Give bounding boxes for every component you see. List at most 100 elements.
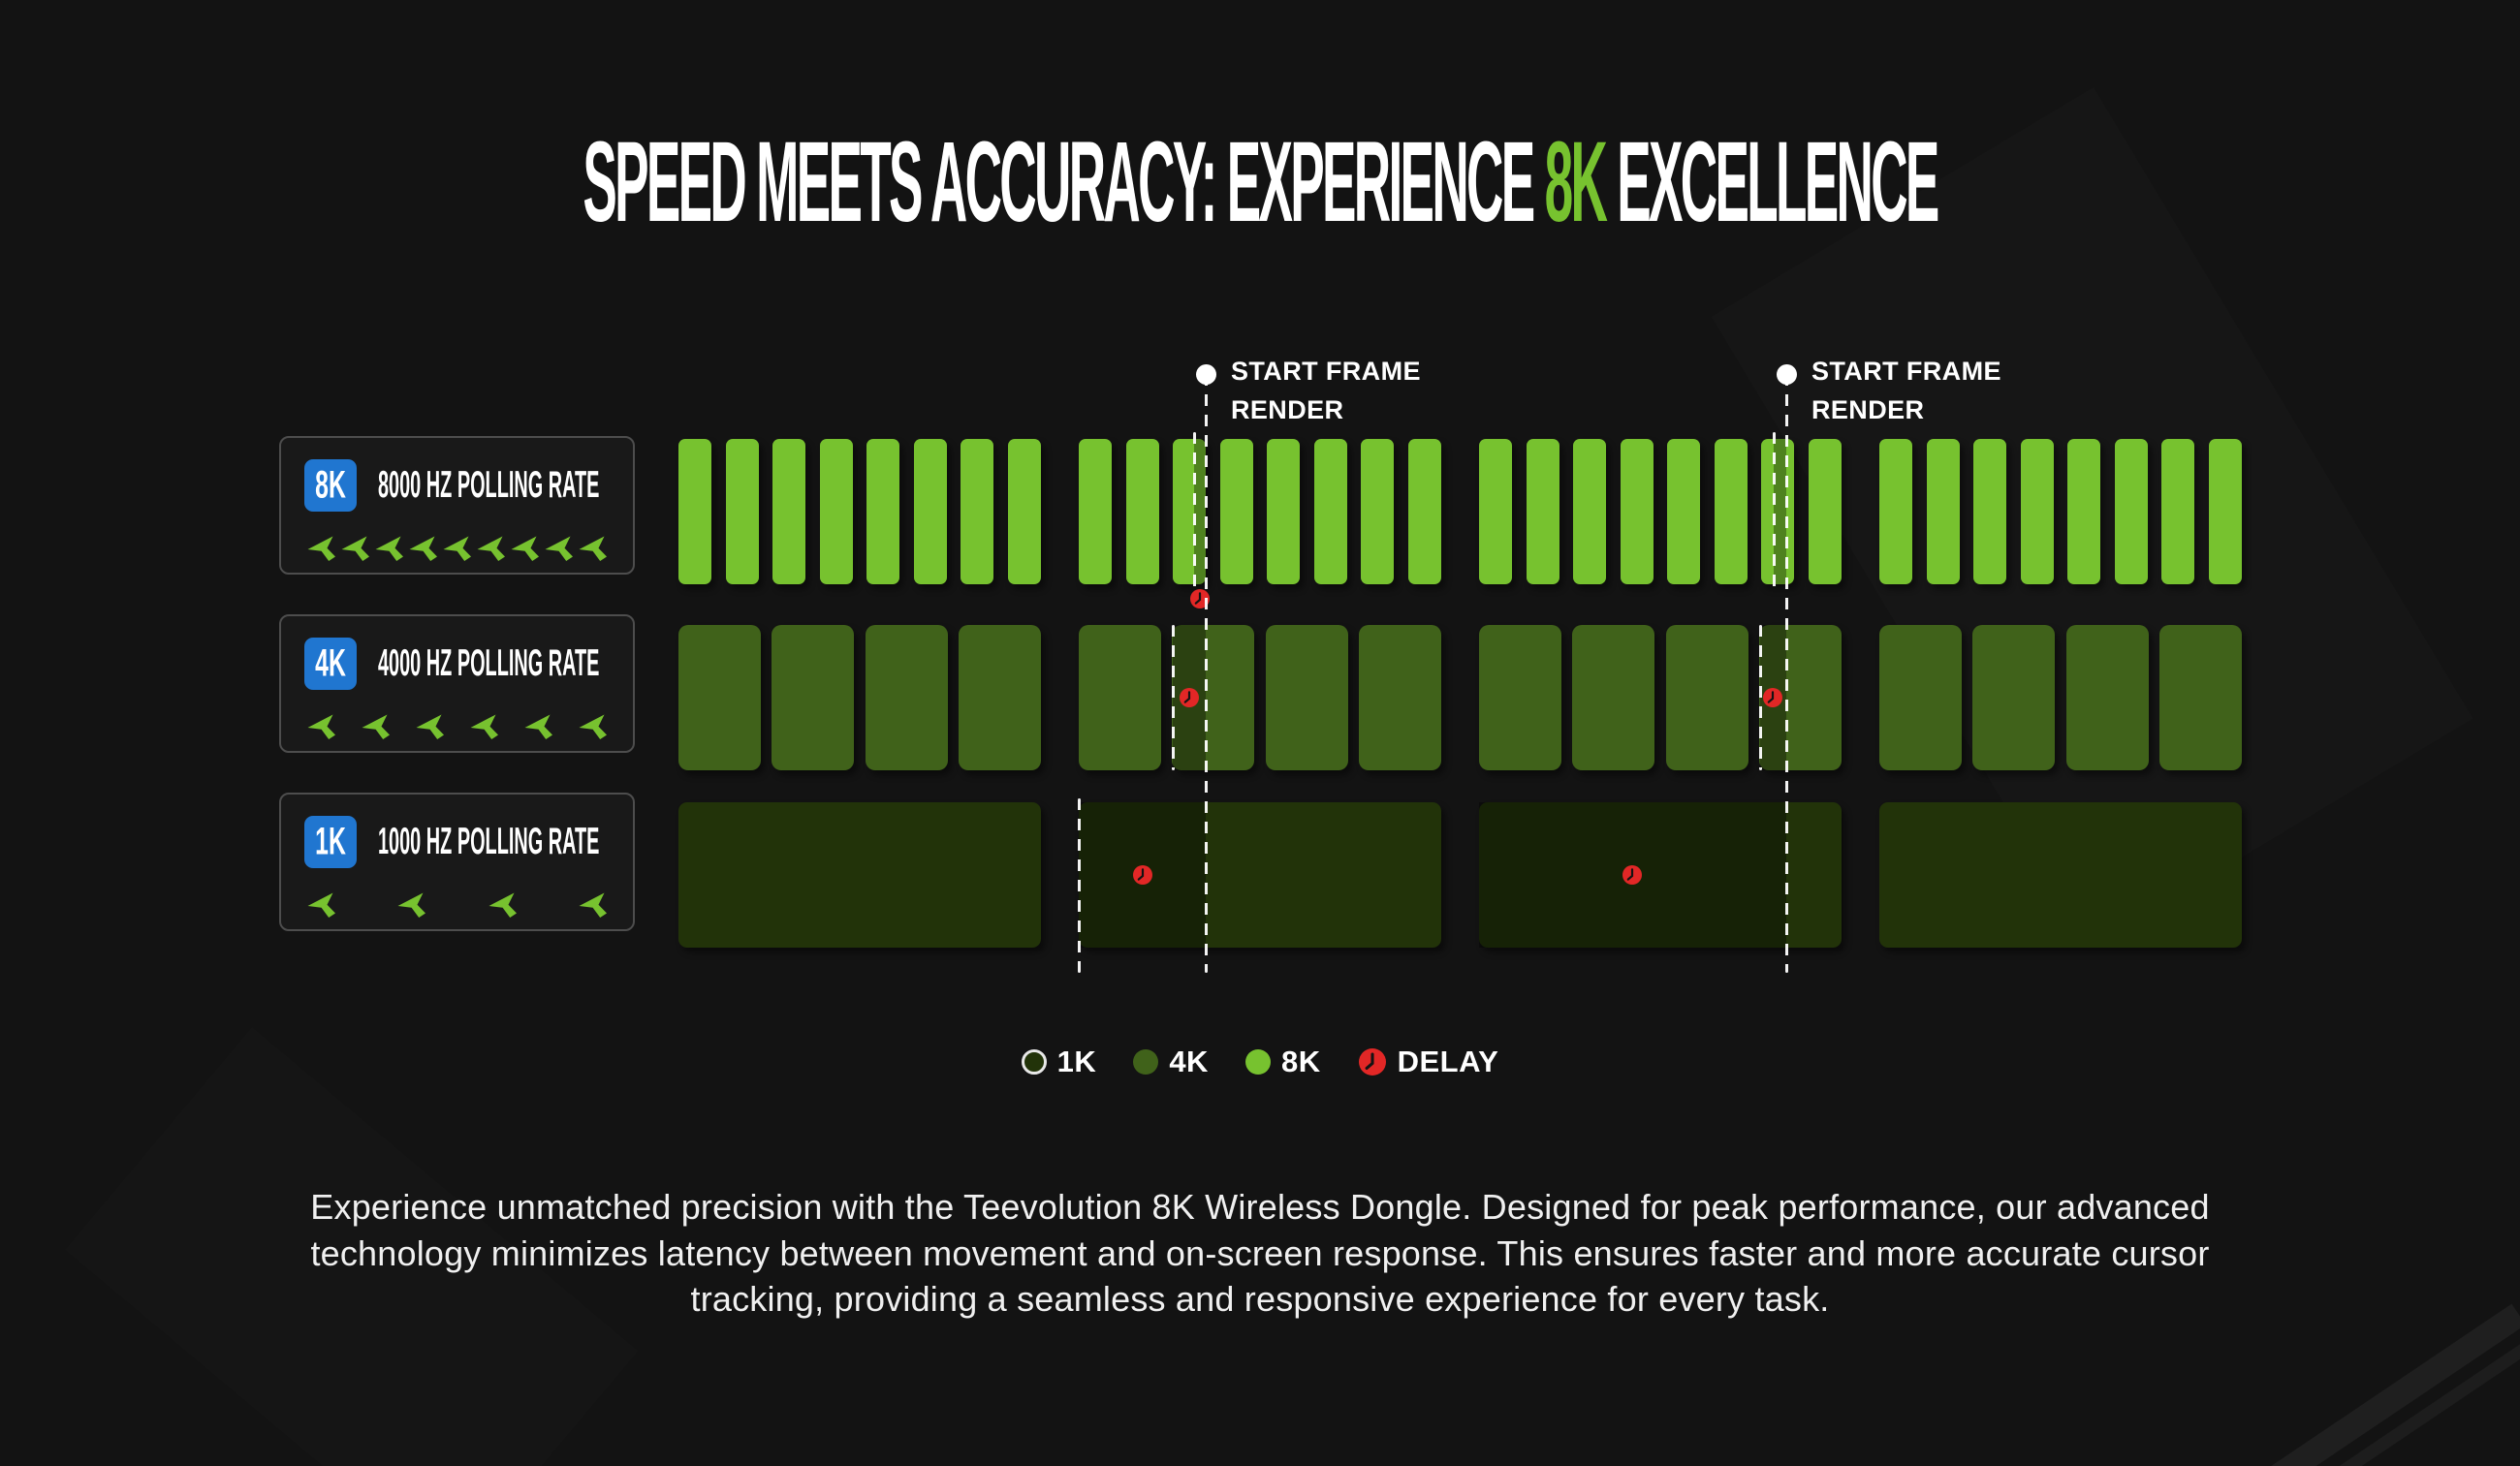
delay-clock-icon — [1133, 865, 1152, 885]
legend-swatch-4k — [1133, 1049, 1159, 1075]
cursor-arrow-icon — [306, 891, 336, 919]
delay-clock-icon — [1190, 589, 1210, 608]
cursor-arrow-icon — [477, 536, 505, 561]
polling-bar-8k — [2209, 439, 2242, 584]
polling-bar-8k — [2067, 439, 2101, 584]
title-text-highlight: 8K — [1544, 118, 1608, 246]
polling-bar-8k — [678, 439, 711, 584]
cursor-arrow-icon — [523, 713, 553, 740]
polling-bar-8k — [1926, 439, 1960, 584]
polling-bar-4k — [1265, 625, 1348, 770]
cursor-arrow-icon — [488, 892, 517, 918]
polling-bar-8k — [913, 439, 947, 584]
rate-label-8k: 8000 HZ POLLING RATE — [378, 459, 617, 512]
polling-bar-8k — [1573, 439, 1607, 584]
poll-arrows-row — [306, 888, 608, 922]
cursor-arrow-icon — [374, 535, 404, 562]
cursor-arrow-icon — [307, 536, 335, 561]
polling-bar-8k — [1361, 439, 1395, 584]
polling-bar-4k — [1479, 625, 1561, 770]
cursor-arrow-icon — [397, 892, 426, 918]
cursor-arrow-icon — [579, 714, 607, 739]
cursor-arrow-icon — [545, 536, 573, 561]
polling-bar-4k — [1079, 625, 1161, 770]
cursor-arrow-icon — [409, 536, 437, 561]
delay-clock-icon — [1622, 864, 1643, 890]
cursor-arrow-icon — [578, 713, 608, 740]
delay-overlay-8k — [1194, 439, 1206, 584]
cursor-arrow-icon — [524, 714, 552, 739]
cursor-arrow-icon — [362, 714, 390, 739]
cursor-arrow-icon — [476, 535, 506, 562]
polling-bar-8k — [1809, 439, 1842, 584]
polling-bar-8k — [1761, 439, 1795, 584]
polling-bar-8k — [1879, 439, 1912, 584]
polling-bar-8k — [1008, 439, 1041, 584]
cursor-arrow-icon — [511, 536, 539, 561]
delay-clock-icon — [1762, 687, 1783, 713]
cursor-arrow-icon — [408, 535, 438, 562]
cursor-arrow-icon — [306, 713, 336, 740]
polling-bar-8k — [961, 439, 994, 584]
legend-swatch-1k — [1021, 1049, 1047, 1075]
cursor-arrow-icon — [579, 536, 607, 561]
frame-render-bullet-icon — [1776, 363, 1797, 385]
polling-bar-8k — [2114, 439, 2148, 584]
polling-bar-4k — [1572, 625, 1655, 770]
rate-box-4k: 4K 4000 HZ POLLING RATE — [279, 614, 635, 753]
cursor-arrow-icon — [579, 892, 607, 918]
legend-label: 8K — [1280, 1045, 1321, 1078]
delay-clock-icon — [1180, 688, 1199, 707]
legend-delay-clock-icon — [1358, 1048, 1386, 1076]
polling-bar-8k — [1408, 439, 1441, 584]
cursor-arrow-icon — [578, 891, 608, 919]
polling-bar-8k — [1219, 439, 1253, 584]
cursor-arrow-icon — [307, 892, 335, 918]
legend-swatch-8k — [1244, 1049, 1271, 1075]
background-chevron — [2142, 1303, 2520, 1466]
cursor-arrow-icon — [544, 535, 574, 562]
legend-item-1k: 1K — [1021, 1045, 1097, 1079]
frame-render-line — [1204, 374, 1208, 973]
rate-badge-text: 4K — [315, 641, 346, 685]
polling-bar-8k — [1125, 439, 1159, 584]
poll-tick-line-4k — [1171, 625, 1175, 770]
polling-bar-8k — [2161, 439, 2195, 584]
polling-bar-4k — [1359, 625, 1441, 770]
title-text-post: EXCELLENCE — [1605, 118, 1939, 246]
legend-label: DELAY — [1397, 1045, 1499, 1078]
polling-bar-4k — [772, 625, 855, 770]
polling-bar-8k — [1973, 439, 2007, 584]
polling-bar-1k — [678, 802, 1041, 948]
polling-bar-8k — [1313, 439, 1347, 584]
description-text: Experience unmatched precision with the … — [310, 1187, 2210, 1319]
rate-label-4k: 4000 HZ POLLING RATE — [378, 638, 617, 690]
polling-bar-8k — [866, 439, 900, 584]
polling-bar-8k — [1526, 439, 1559, 584]
polling-bar-8k — [1267, 439, 1301, 584]
cursor-arrow-icon — [443, 536, 471, 561]
polling-bar-8k — [1079, 439, 1112, 584]
legend-item-8k: 8K — [1244, 1045, 1321, 1079]
legend-item-4k: 4K — [1133, 1045, 1209, 1079]
frame-render-line — [1784, 374, 1788, 973]
polling-bar-4k — [2159, 625, 2242, 770]
cursor-arrow-icon — [361, 713, 391, 740]
cursor-arrow-icon — [375, 536, 403, 561]
rate-box-1k: 1K 1000 HZ POLLING RATE — [279, 793, 635, 931]
cursor-arrow-icon — [396, 891, 426, 919]
rate-badge-8k: 8K — [304, 459, 357, 512]
frame-render-label: START FRAME RENDER — [1811, 357, 2001, 424]
polling-bar-8k — [1479, 439, 1512, 584]
poll-arrows-row — [306, 709, 608, 744]
cursor-arrow-icon — [341, 536, 369, 561]
legend-label: 4K — [1169, 1045, 1209, 1078]
polling-bar-8k — [819, 439, 853, 584]
polling-bar-8k — [1714, 439, 1748, 584]
delay-clock-icon — [1763, 688, 1782, 707]
poll-arrows-row — [306, 531, 608, 566]
frame-render-label: START FRAME RENDER — [1231, 357, 1421, 424]
polling-bar-8k — [2020, 439, 2054, 584]
polling-bar-8k — [1620, 439, 1654, 584]
